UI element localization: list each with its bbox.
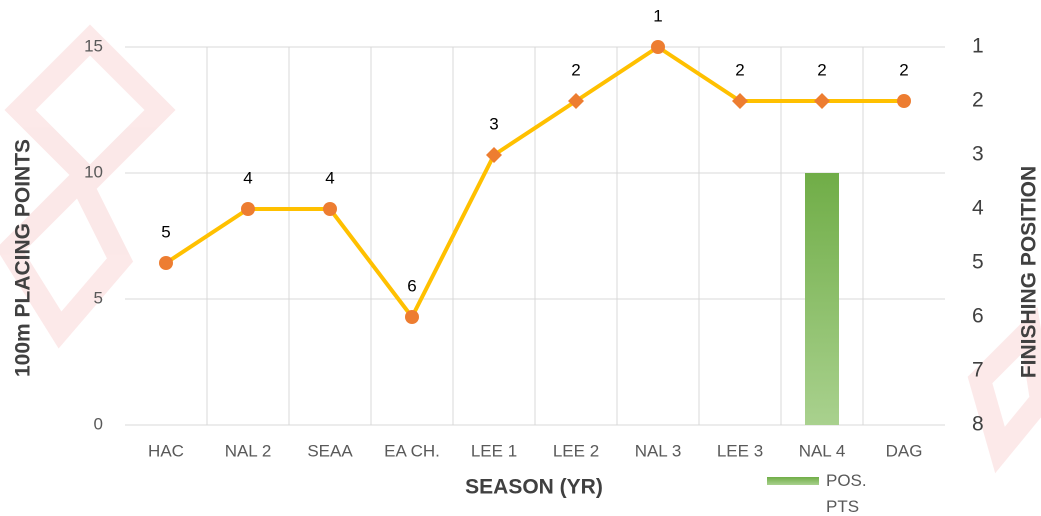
x-tick-label: LEE 2 <box>553 441 599 460</box>
y2-tick-label: 4 <box>972 197 984 220</box>
y2-tick-label: 5 <box>972 251 984 274</box>
line <box>164 45 904 319</box>
y2-tick-label: 8 <box>972 413 984 436</box>
x-tick-label: DAG <box>886 441 923 460</box>
y-tick-label: 10 <box>84 162 103 181</box>
data-label: 2 <box>817 60 826 79</box>
legend-label: POS. PTS <box>826 471 867 516</box>
x-tick-label: HAC <box>148 441 184 460</box>
data-label: 3 <box>489 114 498 133</box>
y2-tick-label: 3 <box>972 143 984 166</box>
data-label: 2 <box>735 60 744 79</box>
y2-axis-title: FINISHING POSITION <box>1018 166 1041 378</box>
y2-tick-label: 6 <box>972 305 984 328</box>
y-axis-title: 100m PLACING POINTS <box>12 139 35 377</box>
y2-tick-label: 7 <box>972 359 984 382</box>
x-tick-label: LEE 3 <box>717 441 763 460</box>
marker <box>405 310 419 324</box>
x-axis-title: SEASON (YR) <box>465 476 603 499</box>
data-label: 4 <box>325 168 334 187</box>
y2-tick-label: 2 <box>972 89 984 112</box>
data-label: 5 <box>161 222 170 241</box>
x-tick-label: NAL 3 <box>635 441 682 460</box>
marker <box>897 94 911 108</box>
x-tick-label: LEE 1 <box>471 441 517 460</box>
data-label: 6 <box>407 276 416 295</box>
y-tick-label: 15 <box>84 36 103 55</box>
marker <box>159 256 173 270</box>
marker <box>814 93 830 109</box>
marker <box>568 93 584 109</box>
data-label: 1 <box>653 6 662 25</box>
y2-tick-label: 1 <box>972 35 984 58</box>
y-tick-label: 0 <box>94 414 103 433</box>
legend-swatch <box>767 477 819 485</box>
x-tick-label: EA CH. <box>384 441 440 460</box>
data-label: 2 <box>899 60 908 79</box>
bar <box>805 173 839 425</box>
watermark <box>0 24 1041 474</box>
marker <box>732 93 748 109</box>
data-label: 4 <box>243 168 252 187</box>
x-tick-label: NAL 2 <box>225 441 272 460</box>
y-tick-label: 5 <box>94 288 103 307</box>
x-tick-label: NAL 4 <box>799 441 846 460</box>
marker <box>323 202 337 216</box>
marker <box>241 202 255 216</box>
marker <box>486 147 502 163</box>
data-label: 2 <box>571 60 580 79</box>
x-tick-label: SEAA <box>307 441 353 460</box>
marker <box>651 40 665 54</box>
